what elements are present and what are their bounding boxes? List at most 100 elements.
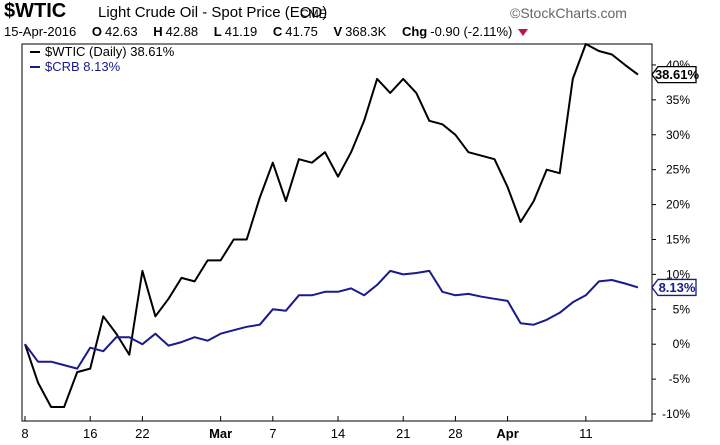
change-label: Chg [401,24,428,39]
exchange-label: CME [300,7,327,21]
y-tick-label: -5% [669,372,691,386]
y-axis: -10%-5%0%5%10%15%20%25%30%35%40% [652,58,690,421]
y-tick-label: 20% [666,198,690,212]
data-point [311,162,312,163]
data-point [181,277,182,278]
legend-entry: $CRB 8.13% [45,59,121,74]
legend-entry: $WTIC (Daily) 38.61% [45,44,175,59]
data-point [168,345,169,346]
x-tick-label: 16 [83,426,97,441]
volume-value: 368.3K [345,24,387,39]
data-point [338,291,339,292]
data-point [194,281,195,282]
last-value-tag-box [651,278,697,297]
data-point [181,342,182,343]
data-point [416,272,417,273]
data-point [259,197,260,198]
data-point [624,283,625,284]
data-point [298,295,299,296]
data-point [481,155,482,156]
x-tick-label: 14 [331,426,345,441]
data-point [559,173,560,174]
data-point [285,201,286,202]
data-point [533,324,534,325]
x-tick-label: 11 [579,426,593,441]
data-point [559,312,560,313]
data-point [429,270,430,271]
low-value: 41.19 [224,24,258,39]
last-value-tag-1: 38.61% [651,65,700,84]
data-point [220,333,221,334]
series-lines [24,43,639,408]
data-point [246,326,247,327]
data-point [351,152,352,153]
data-point [207,260,208,261]
data-point [272,162,273,163]
data-point [364,295,365,296]
data-point [403,274,404,275]
volume-label: V [333,24,343,39]
data-point [598,281,599,282]
data-point [116,337,117,338]
y-tick-label: 25% [666,163,690,177]
data-point [572,302,573,303]
data-point [194,337,195,338]
data-point [481,296,482,297]
data-point [377,78,378,79]
y-tick-label: 15% [666,232,690,246]
series-line-2 [24,269,639,370]
data-point [103,351,104,352]
data-point [129,354,130,355]
high-value: 42.88 [165,24,199,39]
y-tick-label: 35% [666,93,690,107]
data-point [468,293,469,294]
last-value-tag-box [651,65,697,84]
data-point [51,361,52,362]
data-point [233,330,234,331]
data-point [168,298,169,299]
data-point [377,284,378,285]
data-point [285,310,286,311]
data-point [611,54,612,55]
quote-summary: 15-Apr-2016 O 42.63 H 42.88 L 41.19 C 41.75 … [4,24,529,39]
data-point [416,92,417,93]
x-tick-label: Apr [496,426,518,441]
symbol-description: Light Crude Oil - Spot Price (EOD) [98,4,328,21]
x-tick-label: 21 [396,426,410,441]
last-value-tag-label: 8.13% [659,280,696,295]
data-point [520,323,521,324]
close-value: 41.75 [285,24,318,39]
data-point [38,361,39,362]
data-point [638,287,639,288]
data-point [38,382,39,383]
data-point [429,120,430,121]
y-tick-label: 0% [673,337,691,351]
data-point [546,319,547,320]
data-point [116,333,117,334]
data-point [90,347,91,348]
data-point [298,159,299,160]
data-point [259,324,260,325]
data-point [494,298,495,299]
data-point [364,120,365,121]
high-label: H [153,24,163,39]
data-point [311,295,312,296]
quote-date: 15-Apr-2016 [4,24,77,39]
data-point [64,407,65,408]
data-point [585,295,586,296]
last-value-tag-label: 38.61% [655,67,700,82]
down-arrow-icon [518,29,529,37]
data-point [272,309,273,310]
open-value: 42.63 [105,24,138,39]
data-point [90,368,91,369]
change-value: -0.90 (-2.11%) [430,24,513,39]
legend: $WTIC (Daily) 38.61%$CRB 8.13% [30,44,175,74]
data-point [77,368,78,369]
data-point [233,239,234,240]
data-point [64,365,65,366]
x-tick-label: Mar [209,426,232,441]
x-axis: 8 16 22 Mar 7 14 21 28 Apr 11 [21,416,593,441]
data-point [324,291,325,292]
data-point [155,333,156,334]
